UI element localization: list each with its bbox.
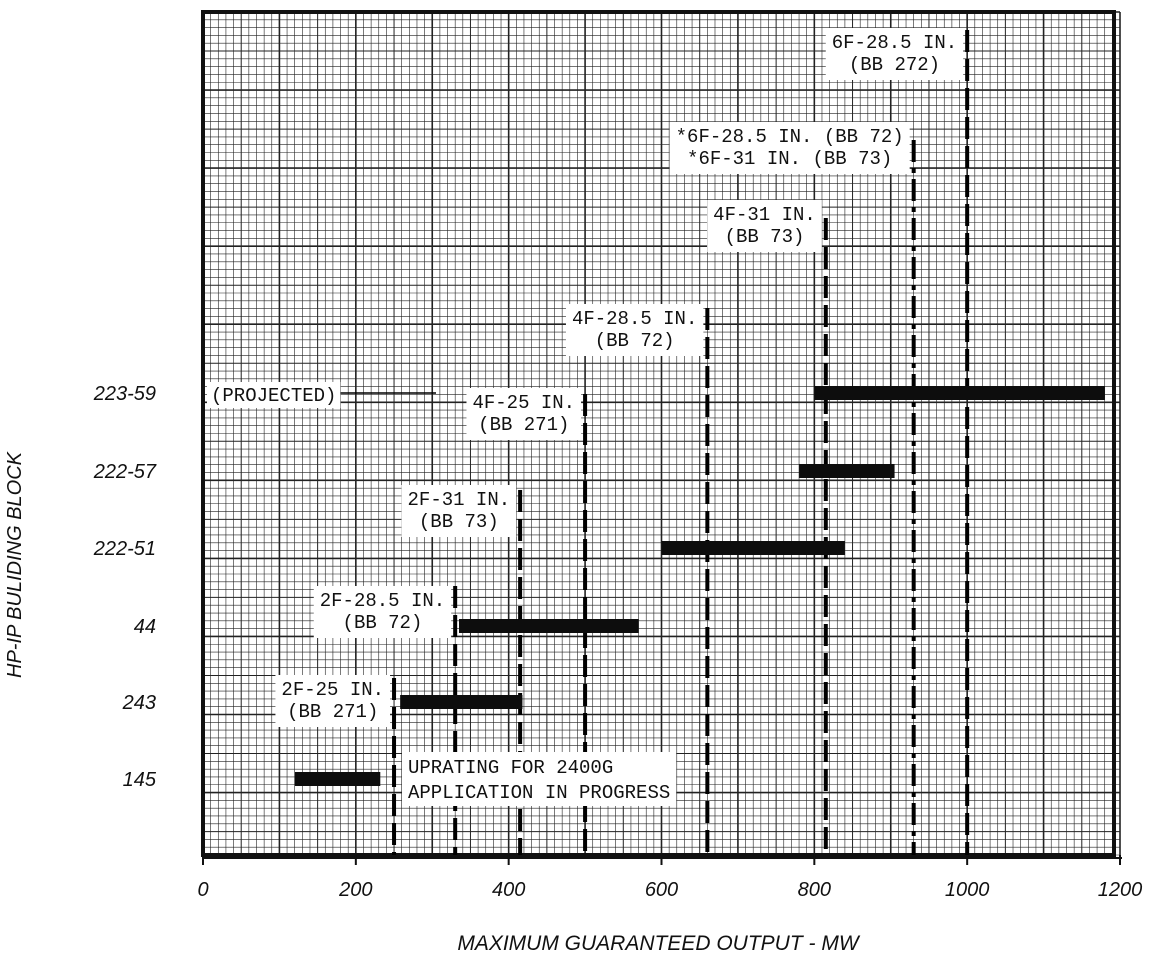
y-tick-label: 145: [123, 769, 157, 791]
limit-label: (BB 271): [478, 414, 569, 436]
limit-label: 4F-31 IN.: [713, 204, 816, 226]
limit-label-bg: [401, 485, 517, 537]
range-bars: [294, 386, 1105, 786]
limit-label: (BB 272): [849, 54, 940, 76]
limit-label: 2F-25 IN.: [281, 679, 384, 701]
projected-note-bg: [207, 382, 341, 408]
limit-label: (BB 73): [725, 226, 805, 248]
x-tick-label: 200: [338, 879, 372, 901]
limit-label: 2F-31 IN.: [408, 489, 511, 511]
grid: [202, 11, 1121, 856]
limit-label: 4F-25 IN.: [472, 392, 575, 414]
limit-label-bg: [275, 675, 391, 727]
limit-label: 2F-28.5 IN.: [320, 590, 445, 612]
x-axis-title: MAXIMUM GUARANTEED OUTPUT - MW: [457, 932, 860, 955]
x-tick-label: 1000: [945, 879, 990, 901]
range-bar: [661, 541, 845, 555]
y-tick-label: 222-57: [93, 461, 157, 483]
limit-labels: 2F-25 IN.(BB 271)2F-28.5 IN.(BB 72)2F-31…: [207, 28, 964, 806]
limit-label: *6F-28.5 IN. (BB 72): [676, 126, 904, 148]
y-axis-title: HP-IP BULIDING BLOCK: [4, 450, 26, 678]
limit-label-bg: [565, 304, 704, 356]
x-tick-label: 1200: [1098, 879, 1143, 901]
limit-label-bg: [707, 200, 822, 252]
uprating-note-bg: [402, 752, 677, 806]
y-tick-label: 223-59: [93, 383, 156, 405]
limit-label: 4F-28.5 IN.: [572, 308, 697, 330]
limit-label: *6F-31 IN. (BB 73): [687, 148, 892, 170]
limit-label-bg: [466, 388, 582, 440]
limit-label: (BB 72): [343, 612, 423, 634]
x-tick-label: 0: [197, 879, 208, 901]
range-bar: [400, 695, 523, 709]
x-tick-label: 800: [798, 879, 831, 901]
range-bar: [799, 464, 895, 478]
limit-label: (BB 72): [595, 330, 675, 352]
y-tick-label: 44: [134, 616, 156, 638]
x-tick-label: 400: [492, 879, 525, 901]
axes: 0 200 400 600 800 1000 1200 223-59 222-57 222-51 4…: [93, 383, 1143, 901]
range-bar: [814, 386, 1105, 400]
uprating-note: APPLICATION IN PROGRESS: [408, 782, 670, 804]
limit-label-bg: [313, 586, 452, 638]
uprating-note: UPRATING FOR 2400G: [408, 757, 613, 779]
y-tick-label: 243: [122, 692, 156, 714]
x-tick-label: 600: [645, 879, 678, 901]
limit-label-bg: [669, 122, 910, 174]
limit-label-bg: [825, 28, 964, 80]
limit-label: 6F-28.5 IN.: [832, 32, 957, 54]
plot-frame: [201, 10, 1116, 857]
projected-note: (PROJECTED): [211, 385, 336, 407]
range-bar: [458, 619, 639, 633]
limit-label: (BB 73): [419, 511, 499, 533]
y-tick-label: 222-51: [93, 538, 156, 560]
limit-label: (BB 271): [287, 701, 378, 723]
range-bar: [294, 772, 381, 786]
